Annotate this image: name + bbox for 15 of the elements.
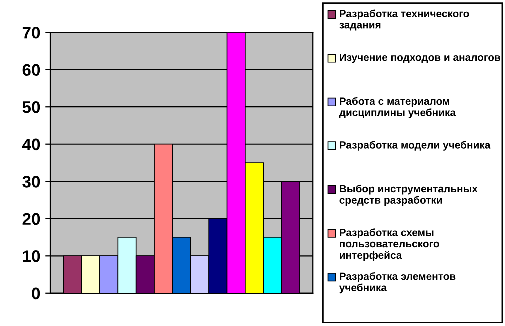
legend-label: Работа с материалом дисциплины учебника — [339, 97, 456, 118]
y-tick-label: 70 — [22, 27, 40, 39]
y-tick-label: 50 — [22, 102, 40, 114]
y-tick-label: 60 — [22, 64, 40, 76]
y-tick-label: 10 — [23, 250, 40, 262]
legend-label: Изучение подходов и аналогов — [340, 54, 500, 64]
y-tick-label: 0 — [32, 288, 40, 300]
y-tick-label: 40 — [22, 138, 40, 151]
legend-label: Разработка технического задания — [340, 10, 470, 31]
y-tick-label: 30 — [22, 176, 40, 188]
y-tick-label: 20 — [22, 213, 40, 226]
legend-label: Разработка элементов учебника — [339, 272, 456, 294]
legend-label: Выбор инструментальных средств разработки — [340, 184, 478, 206]
legend-label: Разработка модели учебника — [340, 141, 491, 151]
legend-label: Разработка схемы пользовательского интерфейса — [340, 228, 440, 262]
